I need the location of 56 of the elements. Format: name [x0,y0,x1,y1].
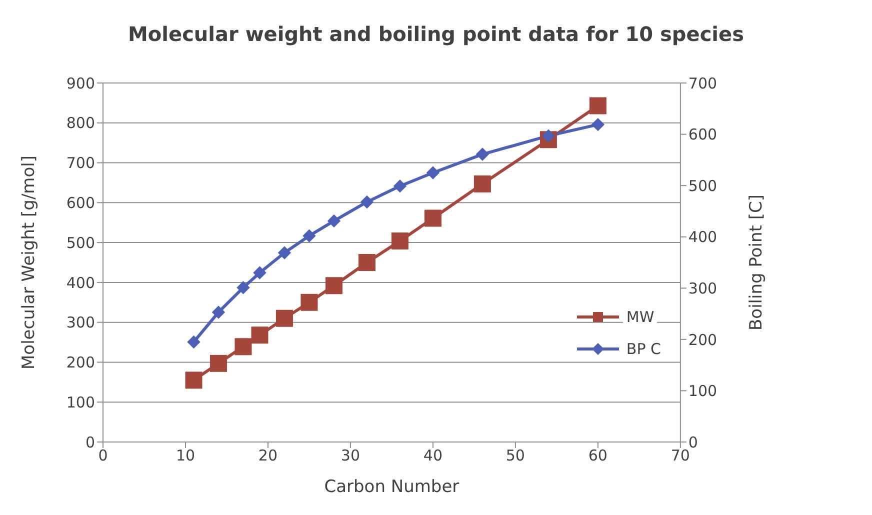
point [327,214,341,228]
point [212,306,226,319]
point [360,195,374,209]
x-tick-label: 30 [340,446,360,465]
point [393,179,407,193]
y2-tick-label: 400 [688,228,718,246]
point [234,338,252,356]
point [424,210,442,227]
x-tick-label: 40 [423,446,442,465]
x-tick-label: 0 [98,446,108,465]
point [476,148,490,161]
x-tick-label: 70 [670,446,690,465]
point [391,232,408,250]
x-tick-label: 10 [176,446,196,465]
chart-title: Molecular weight and boiling point data for 10 species [127,21,745,48]
point [185,372,202,389]
legend-label: BP C [623,340,664,358]
y2-tick-label: 500 [688,176,718,195]
y-tick-label: 200 [66,354,95,372]
y-tick-label: 0 [85,433,95,452]
point [251,326,268,344]
point [300,294,318,311]
point [358,254,376,271]
point [474,175,491,192]
y2-tick-label: 600 [688,126,718,144]
y-tick-label: 300 [66,314,95,332]
point [325,277,342,294]
y-tick-label: 100 [66,393,95,412]
y-tick-label: 500 [66,234,95,252]
point [276,310,293,327]
y2-tick-label: 100 [688,382,718,400]
x-axis-title: Carbon Number [324,477,460,497]
legend-label: MW [623,308,658,326]
y2-axis-title: Boiling Point [C] [746,194,766,330]
y-tick-label: 400 [66,274,95,292]
point [187,335,200,349]
y-tick-label: 800 [66,114,95,132]
point [591,118,605,132]
point [426,166,440,180]
y2-tick-label: 200 [688,330,718,349]
point [236,281,250,294]
y2-tick-label: 700 [688,74,718,92]
x-tick-label: 60 [588,446,608,465]
y-tick-label: 600 [66,194,95,212]
y-tick-label: 900 [66,74,95,92]
y-axis-title: Molecular Weight [g/mol] [19,155,40,370]
y2-tick-label: 0 [688,433,698,452]
y2-tick-label: 300 [688,279,718,298]
point [589,97,606,114]
x-tick-label: 50 [506,446,525,465]
point [210,354,227,372]
point [302,229,316,242]
y-tick-label: 700 [66,154,95,172]
point [253,266,266,280]
x-tick-label: 20 [258,446,278,465]
point [278,246,292,260]
